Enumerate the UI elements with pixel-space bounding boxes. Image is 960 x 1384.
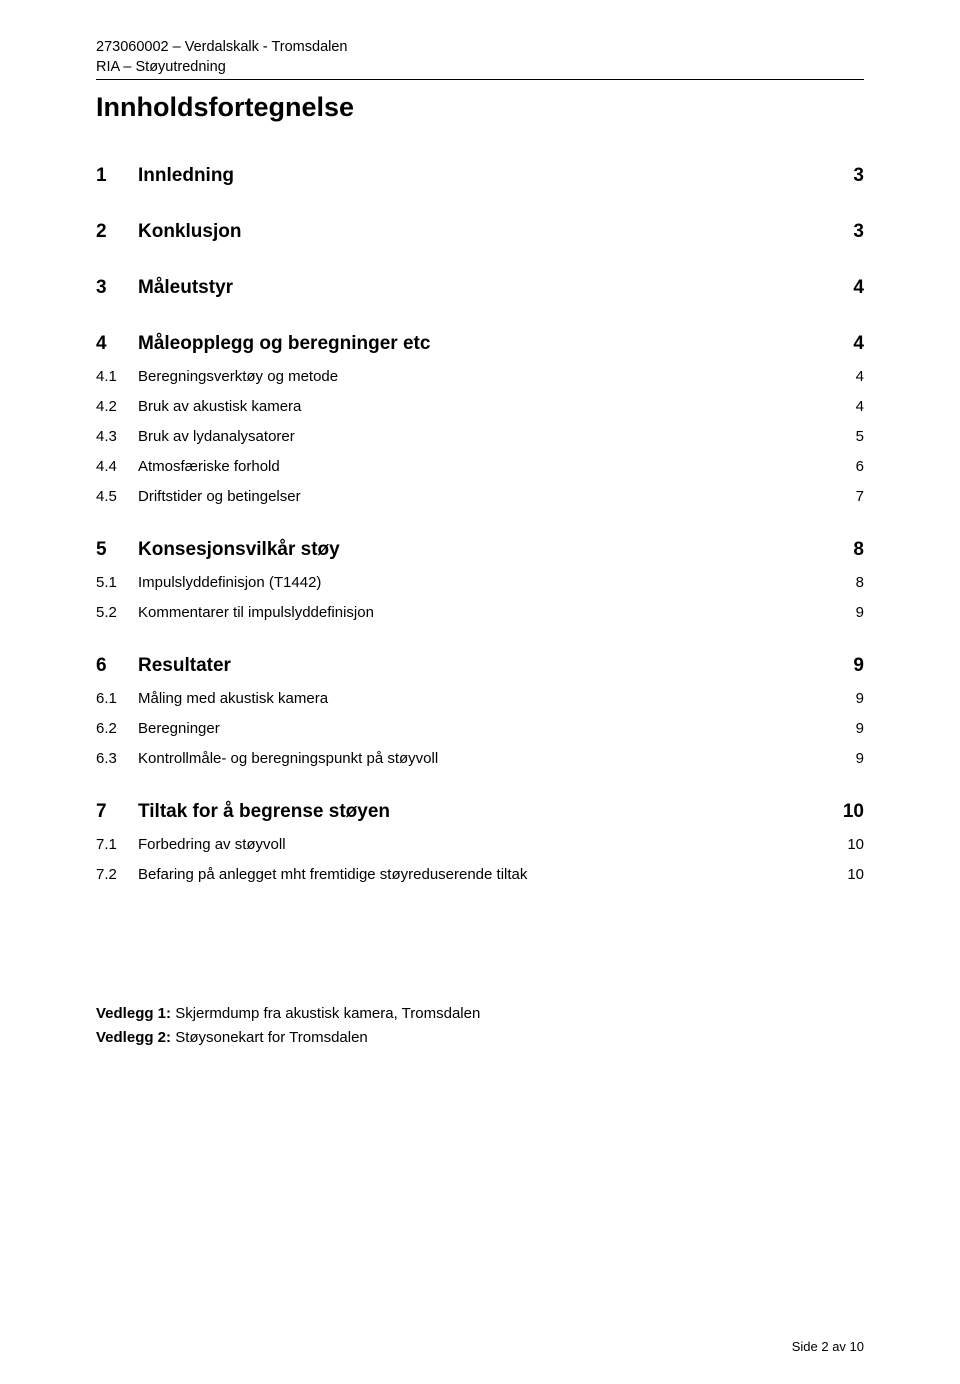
toc-number: 1	[96, 165, 138, 187]
toc-page: 4	[853, 333, 864, 355]
appendix-label: Vedlegg 2:	[96, 1029, 171, 1046]
toc-page: 4	[853, 277, 864, 299]
toc-label: Konklusjon	[138, 221, 241, 243]
toc-label: Innledning	[138, 165, 234, 187]
toc-page: 10	[843, 801, 864, 823]
toc-page: 3	[853, 165, 864, 187]
toc-number: 3	[96, 277, 138, 299]
toc-entry: 7.2Befaring på anlegget mht fremtidige s…	[96, 866, 864, 883]
toc-page: 3	[853, 221, 864, 243]
toc-label: Bruk av akustisk kamera	[138, 398, 301, 415]
appendix-block: Vedlegg 1: Skjermdump fra akustisk kamer…	[96, 1003, 864, 1049]
toc-number: 7.1	[96, 836, 138, 853]
toc-entry: 5Konsesjonsvilkår støy 8	[96, 539, 864, 561]
toc-entry: 7Tiltak for å begrense støyen 10	[96, 801, 864, 823]
toc-entry: 2Konklusjon 3	[96, 221, 864, 243]
toc-number: 6	[96, 655, 138, 677]
toc-label: Befaring på anlegget mht fremtidige støy…	[138, 866, 527, 883]
toc-number: 4.2	[96, 398, 138, 415]
toc-label: Impulslyddefinisjon (T1442)	[138, 574, 321, 591]
toc-page: 9	[856, 750, 864, 767]
toc-entry: 6Resultater 9	[96, 655, 864, 677]
toc-page: 9	[856, 720, 864, 737]
toc-number: 4.3	[96, 428, 138, 445]
toc-page: 4	[856, 398, 864, 415]
toc-page: 4	[856, 368, 864, 385]
toc-entry: 4.5Driftstider og betingelser 7	[96, 488, 864, 505]
table-of-contents: 1Innledning32Konklusjon33Måleutstyr44Mål…	[96, 165, 864, 883]
toc-number: 6.2	[96, 720, 138, 737]
appendix-label: Vedlegg 1:	[96, 1005, 171, 1022]
toc-page: 6	[856, 458, 864, 475]
toc-page: 10	[847, 866, 864, 883]
toc-page: 9	[853, 655, 864, 677]
toc-label: Konsesjonsvilkår støy	[138, 539, 340, 561]
toc-label: Kommentarer til impulslyddefinisjon	[138, 604, 374, 621]
toc-page: 7	[856, 488, 864, 505]
toc-number: 7.2	[96, 866, 138, 883]
toc-entry: 4.1Beregningsverktøy og metode 4	[96, 368, 864, 385]
toc-entry: 6.3Kontrollmåle- og beregningspunkt på s…	[96, 750, 864, 767]
toc-entry: 6.2Beregninger 9	[96, 720, 864, 737]
toc-entry: 5.1Impulslyddefinisjon (T1442) 8	[96, 574, 864, 591]
toc-label: Måleopplegg og beregninger etc	[138, 333, 430, 355]
toc-label: Resultater	[138, 655, 231, 677]
page-title: Innholdsfortegnelse	[96, 92, 864, 123]
toc-page: 10	[847, 836, 864, 853]
toc-entry: 7.1Forbedring av støyvoll 10	[96, 836, 864, 853]
toc-number: 5.1	[96, 574, 138, 591]
toc-label: Tiltak for å begrense støyen	[138, 801, 390, 823]
toc-entry: 4.4Atmosfæriske forhold 6	[96, 458, 864, 475]
toc-number: 4	[96, 333, 138, 355]
toc-page: 9	[856, 690, 864, 707]
toc-label: Forbedring av støyvoll	[138, 836, 286, 853]
appendix-line: Vedlegg 2: Støysonekart for Tromsdalen	[96, 1027, 864, 1049]
toc-label: Måleutstyr	[138, 277, 233, 299]
header-line-2: RIA – Støyutredning	[96, 58, 864, 78]
toc-label: Beregningsverktøy og metode	[138, 368, 338, 385]
toc-entry: 3Måleutstyr 4	[96, 277, 864, 299]
toc-page: 9	[856, 604, 864, 621]
toc-number: 2	[96, 221, 138, 243]
appendix-line: Vedlegg 1: Skjermdump fra akustisk kamer…	[96, 1003, 864, 1025]
toc-label: Beregninger	[138, 720, 220, 737]
toc-entry: 4Måleopplegg og beregninger etc4	[96, 333, 864, 355]
toc-number: 4.5	[96, 488, 138, 505]
toc-entry: 4.3Bruk av lydanalysatorer 5	[96, 428, 864, 445]
toc-label: Atmosfæriske forhold	[138, 458, 280, 475]
toc-label: Kontrollmåle- og beregningspunkt på støy…	[138, 750, 438, 767]
toc-label: Bruk av lydanalysatorer	[138, 428, 295, 445]
toc-page: 8	[853, 539, 864, 561]
toc-number: 6.3	[96, 750, 138, 767]
toc-entry: 5.2Kommentarer til impulslyddefinisjon 9	[96, 604, 864, 621]
toc-number: 4.4	[96, 458, 138, 475]
toc-number: 6.1	[96, 690, 138, 707]
toc-number: 7	[96, 801, 138, 823]
toc-page: 5	[856, 428, 864, 445]
toc-label: Driftstider og betingelser	[138, 488, 301, 505]
appendix-text: Skjermdump fra akustisk kamera, Tromsdal…	[171, 1005, 480, 1022]
page-footer: Side 2 av 10	[792, 1339, 864, 1354]
toc-label: Måling med akustisk kamera	[138, 690, 328, 707]
toc-entry: 6.1Måling med akustisk kamera 9	[96, 690, 864, 707]
toc-entry: 4.2Bruk av akustisk kamera 4	[96, 398, 864, 415]
header-line-1: 273060002 – Verdalskalk - Tromsdalen	[96, 38, 864, 58]
document-header: 273060002 – Verdalskalk - Tromsdalen RIA…	[96, 38, 864, 80]
toc-number: 4.1	[96, 368, 138, 385]
toc-number: 5.2	[96, 604, 138, 621]
toc-number: 5	[96, 539, 138, 561]
toc-page: 8	[856, 574, 864, 591]
appendix-text: Støysonekart for Tromsdalen	[171, 1029, 368, 1046]
toc-entry: 1Innledning 3	[96, 165, 864, 187]
